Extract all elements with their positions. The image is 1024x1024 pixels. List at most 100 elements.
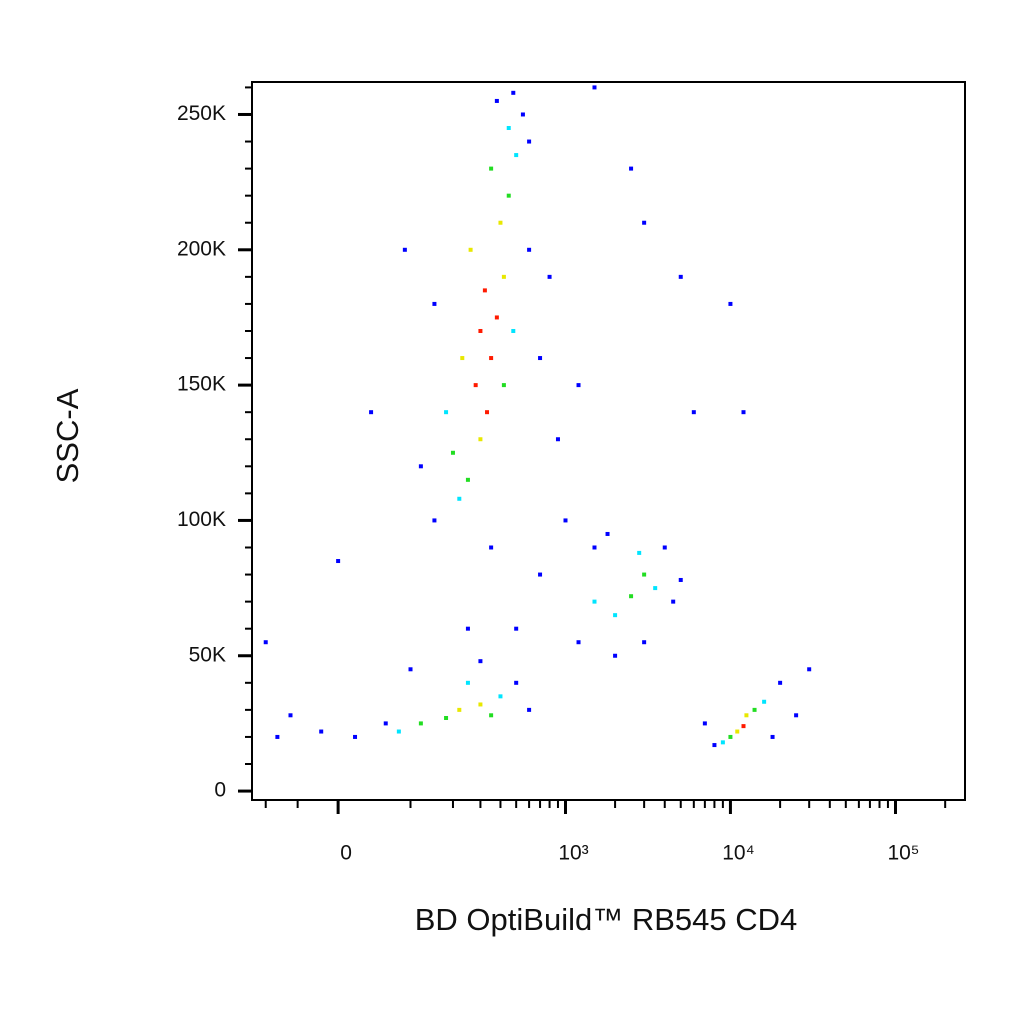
point bbox=[520, 112, 525, 117]
point bbox=[770, 734, 775, 739]
plot-frame bbox=[251, 81, 966, 801]
y-tick-label: 200K bbox=[177, 237, 226, 260]
point bbox=[288, 713, 293, 718]
point bbox=[662, 545, 667, 550]
point bbox=[465, 626, 470, 631]
point bbox=[592, 599, 597, 604]
point bbox=[450, 450, 455, 455]
point bbox=[547, 274, 552, 279]
point bbox=[642, 572, 647, 577]
point bbox=[501, 383, 506, 388]
y-tick-label: 150K bbox=[177, 373, 226, 396]
y-tick-label: 50K bbox=[189, 643, 226, 666]
point bbox=[432, 301, 437, 306]
x-tick-label: 0 bbox=[340, 842, 352, 865]
point bbox=[691, 410, 696, 415]
point bbox=[473, 383, 478, 388]
point bbox=[527, 247, 532, 252]
point bbox=[478, 437, 483, 442]
point bbox=[444, 715, 449, 720]
x-axis-title: BD OptiBuild™ RB545 CD4 bbox=[415, 902, 798, 937]
point bbox=[460, 356, 465, 361]
point bbox=[506, 193, 511, 198]
point bbox=[576, 383, 581, 388]
point bbox=[728, 734, 733, 739]
point bbox=[555, 437, 560, 442]
point bbox=[613, 653, 618, 658]
point bbox=[402, 247, 407, 252]
point bbox=[807, 667, 812, 672]
point bbox=[712, 743, 717, 748]
point bbox=[418, 464, 423, 469]
point bbox=[489, 166, 494, 171]
point bbox=[642, 640, 647, 645]
point bbox=[538, 572, 543, 577]
point bbox=[514, 626, 519, 631]
point bbox=[396, 729, 401, 734]
point bbox=[527, 707, 532, 712]
point bbox=[741, 410, 746, 415]
point bbox=[741, 724, 746, 729]
point bbox=[444, 410, 449, 415]
point bbox=[642, 220, 647, 225]
point bbox=[432, 518, 437, 523]
point bbox=[778, 680, 783, 685]
point bbox=[511, 328, 516, 333]
point bbox=[678, 577, 683, 582]
point bbox=[478, 659, 483, 664]
point bbox=[671, 599, 676, 604]
point bbox=[514, 153, 519, 158]
point bbox=[514, 680, 519, 685]
point bbox=[369, 410, 374, 415]
point bbox=[498, 694, 503, 699]
point bbox=[485, 410, 490, 415]
point bbox=[489, 356, 494, 361]
x-tick-label: 10³ bbox=[558, 842, 588, 865]
point bbox=[489, 713, 494, 718]
y-tick-label: 0 bbox=[214, 779, 226, 802]
point bbox=[629, 166, 634, 171]
point bbox=[527, 139, 532, 144]
point bbox=[418, 721, 423, 726]
point bbox=[653, 586, 658, 591]
point bbox=[457, 496, 462, 501]
point bbox=[637, 550, 642, 555]
point bbox=[576, 640, 581, 645]
point bbox=[494, 315, 499, 320]
point bbox=[468, 247, 473, 252]
point bbox=[511, 90, 516, 95]
point bbox=[592, 545, 597, 550]
point bbox=[744, 713, 749, 718]
point bbox=[489, 545, 494, 550]
point bbox=[506, 126, 511, 131]
point bbox=[678, 274, 683, 279]
point bbox=[408, 667, 413, 672]
point bbox=[457, 707, 462, 712]
point bbox=[353, 734, 358, 739]
y-axis-title: SSC-A bbox=[50, 388, 85, 483]
point bbox=[735, 729, 740, 734]
point bbox=[478, 702, 483, 707]
x-tick-label: 10⁴ bbox=[722, 842, 754, 865]
y-tick-label: 250K bbox=[177, 102, 226, 125]
point bbox=[319, 729, 324, 734]
point bbox=[794, 713, 799, 718]
point bbox=[629, 594, 634, 599]
point bbox=[465, 680, 470, 685]
point bbox=[275, 734, 280, 739]
y-tick-label: 100K bbox=[177, 508, 226, 531]
point bbox=[720, 740, 725, 745]
point bbox=[498, 220, 503, 225]
x-tick-label: 10⁵ bbox=[887, 842, 919, 865]
point bbox=[762, 699, 767, 704]
point bbox=[605, 531, 610, 536]
point bbox=[538, 356, 543, 361]
point bbox=[752, 707, 757, 712]
point bbox=[728, 301, 733, 306]
point bbox=[592, 85, 597, 90]
point bbox=[482, 288, 487, 293]
point bbox=[494, 98, 499, 103]
point bbox=[383, 721, 388, 726]
